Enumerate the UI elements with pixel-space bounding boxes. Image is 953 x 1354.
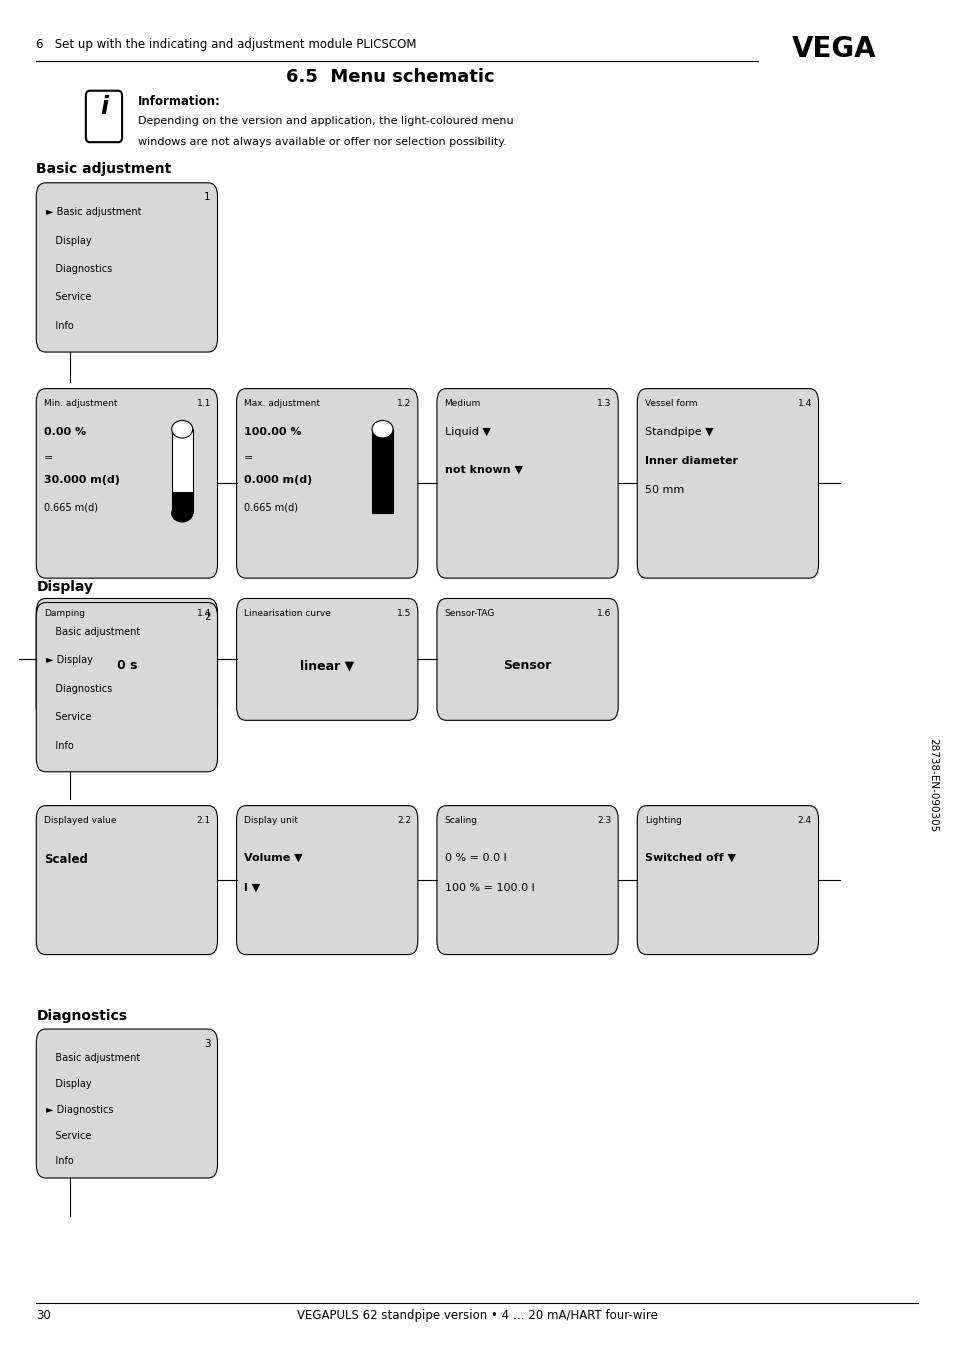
Text: windows are not always available or offer nor selection possibility.: windows are not always available or offe… <box>138 137 507 146</box>
Text: Damping: Damping <box>44 609 85 619</box>
Text: 3: 3 <box>204 1039 211 1048</box>
Ellipse shape <box>372 420 393 439</box>
Text: Sensor-TAG: Sensor-TAG <box>444 609 495 619</box>
Text: 0 % = 0.0 l: 0 % = 0.0 l <box>444 853 506 862</box>
Text: =: = <box>244 454 253 463</box>
Text: 2.4: 2.4 <box>797 816 811 826</box>
Text: 2: 2 <box>204 612 211 621</box>
Text: 6   Set up with the indicating and adjustment module PLICSCOM: 6 Set up with the indicating and adjustm… <box>36 38 416 51</box>
Text: 1.5: 1.5 <box>396 609 411 619</box>
Text: Scaled: Scaled <box>44 853 88 867</box>
Text: Basic adjustment: Basic adjustment <box>46 1053 140 1063</box>
Text: 1.3: 1.3 <box>597 399 611 409</box>
FancyBboxPatch shape <box>236 598 417 720</box>
Text: Info: Info <box>46 741 73 750</box>
FancyBboxPatch shape <box>36 806 217 955</box>
Text: 30: 30 <box>36 1309 51 1323</box>
Text: Information:: Information: <box>138 95 221 108</box>
Bar <box>172 492 193 513</box>
Text: 1.4: 1.4 <box>196 609 211 619</box>
Text: not known ▼: not known ▼ <box>444 464 522 474</box>
Text: Volume ▼: Volume ▼ <box>244 853 302 862</box>
Text: Max. adjustment: Max. adjustment <box>244 399 320 409</box>
Text: Info: Info <box>46 1156 73 1166</box>
Text: linear ▼: linear ▼ <box>300 659 354 673</box>
Text: 28738-EN-090305: 28738-EN-090305 <box>927 738 937 833</box>
Text: 1.2: 1.2 <box>396 399 411 409</box>
Text: 0.00 %: 0.00 % <box>44 427 86 436</box>
Text: VEGA: VEGA <box>791 35 876 64</box>
Text: 2.1: 2.1 <box>196 816 211 826</box>
Text: Min. adjustment: Min. adjustment <box>44 399 117 409</box>
Text: 0 s: 0 s <box>116 659 137 673</box>
FancyBboxPatch shape <box>36 603 217 772</box>
Text: 0.000 m(d): 0.000 m(d) <box>244 475 313 485</box>
Text: Inner diameter: Inner diameter <box>644 456 737 466</box>
FancyBboxPatch shape <box>637 389 818 578</box>
FancyBboxPatch shape <box>86 91 122 142</box>
Text: 100.00 %: 100.00 % <box>244 427 301 436</box>
Text: 1.1: 1.1 <box>196 399 211 409</box>
Text: Info: Info <box>46 321 73 330</box>
FancyBboxPatch shape <box>436 806 618 955</box>
Text: 6.5  Menu schematic: 6.5 Menu schematic <box>286 68 495 85</box>
Bar <box>172 429 193 513</box>
Text: 2.2: 2.2 <box>396 816 411 826</box>
Text: Diagnostics: Diagnostics <box>46 264 112 274</box>
Text: VEGAPULS 62 standpipe version • 4 … 20 mA/HART four-wire: VEGAPULS 62 standpipe version • 4 … 20 m… <box>296 1309 657 1323</box>
Text: Display: Display <box>36 580 93 593</box>
Text: Display unit: Display unit <box>244 816 298 826</box>
Text: Service: Service <box>46 712 91 722</box>
Text: ► Basic adjustment: ► Basic adjustment <box>46 207 141 217</box>
Text: Lighting: Lighting <box>644 816 681 826</box>
Text: ► Diagnostics: ► Diagnostics <box>46 1105 113 1114</box>
Text: Linearisation curve: Linearisation curve <box>244 609 331 619</box>
Text: 2.3: 2.3 <box>597 816 611 826</box>
Text: 1.6: 1.6 <box>597 609 611 619</box>
Text: l ▼: l ▼ <box>244 883 260 892</box>
FancyBboxPatch shape <box>436 389 618 578</box>
Text: Displayed value: Displayed value <box>44 816 116 826</box>
FancyBboxPatch shape <box>436 598 618 720</box>
Text: Liquid ▼: Liquid ▼ <box>444 427 490 436</box>
FancyBboxPatch shape <box>36 183 217 352</box>
FancyBboxPatch shape <box>36 598 217 720</box>
Text: 50 mm: 50 mm <box>644 485 683 494</box>
Text: 1.4: 1.4 <box>797 399 811 409</box>
Text: Diagnostics: Diagnostics <box>46 684 112 693</box>
Text: Vessel form: Vessel form <box>644 399 697 409</box>
FancyBboxPatch shape <box>36 389 217 578</box>
FancyBboxPatch shape <box>36 1029 217 1178</box>
Text: Sensor: Sensor <box>503 659 551 673</box>
FancyBboxPatch shape <box>236 389 417 578</box>
Text: Standpipe ▼: Standpipe ▼ <box>644 427 713 436</box>
Ellipse shape <box>172 504 193 523</box>
Text: Scaling: Scaling <box>444 816 477 826</box>
Text: Service: Service <box>46 292 91 302</box>
Text: ► Display: ► Display <box>46 655 92 665</box>
Text: Basic adjustment: Basic adjustment <box>36 162 172 176</box>
Text: Medium: Medium <box>444 399 480 409</box>
Text: Basic adjustment: Basic adjustment <box>46 627 140 636</box>
Text: Display: Display <box>46 236 91 245</box>
Text: =: = <box>44 454 53 463</box>
FancyBboxPatch shape <box>637 806 818 955</box>
Text: 30.000 m(d): 30.000 m(d) <box>44 475 120 485</box>
Text: 100 % = 100.0 l: 100 % = 100.0 l <box>444 883 534 892</box>
Text: Display: Display <box>46 1079 91 1089</box>
Text: Depending on the version and application, the light-coloured menu: Depending on the version and application… <box>138 116 514 126</box>
Text: 0.665 m(d): 0.665 m(d) <box>44 502 98 512</box>
FancyBboxPatch shape <box>236 806 417 955</box>
Text: Service: Service <box>46 1131 91 1140</box>
Bar <box>372 429 393 513</box>
Text: Switched off ▼: Switched off ▼ <box>644 853 735 862</box>
Text: i: i <box>100 95 108 119</box>
Ellipse shape <box>172 420 193 439</box>
Text: 1: 1 <box>204 192 211 202</box>
Text: Diagnostics: Diagnostics <box>36 1009 127 1022</box>
Text: 0.665 m(d): 0.665 m(d) <box>244 502 298 512</box>
